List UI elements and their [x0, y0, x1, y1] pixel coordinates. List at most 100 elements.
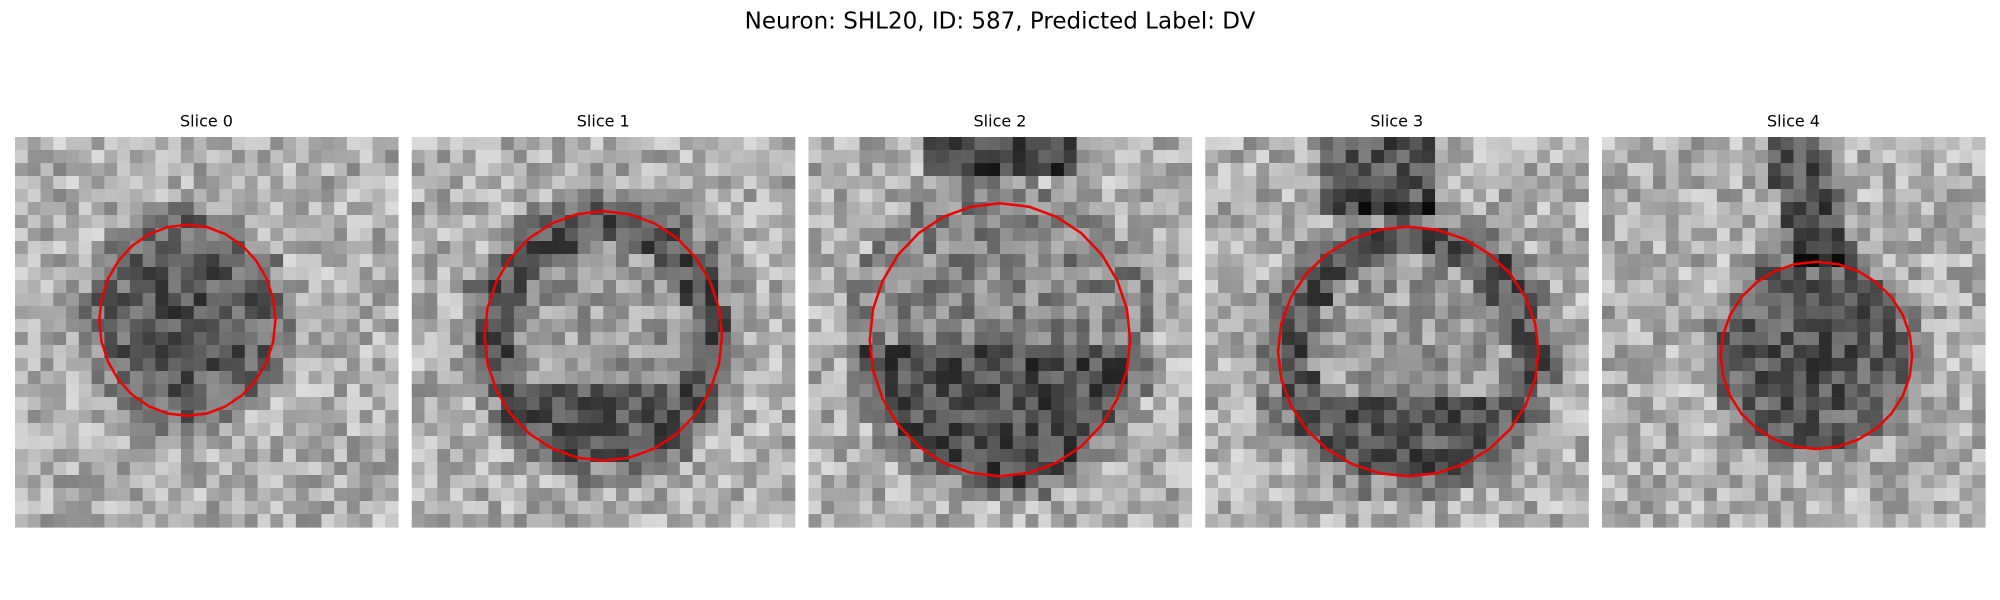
image-pixel	[1678, 163, 1692, 177]
image-pixel	[974, 241, 988, 255]
image-pixel	[1511, 358, 1526, 372]
image-pixel	[1422, 202, 1436, 216]
image-pixel	[1486, 319, 1500, 333]
image-pixel	[1178, 397, 1193, 411]
image-pixel	[1089, 501, 1103, 515]
image-pixel	[1780, 488, 1795, 502]
image-pixel	[1320, 306, 1334, 320]
image-pixel	[462, 371, 477, 385]
image-pixel	[1358, 514, 1372, 528]
image-pixel	[1345, 423, 1360, 437]
image-pixel	[346, 228, 361, 242]
image-pixel	[1549, 293, 1564, 307]
image-pixel	[1063, 423, 1078, 437]
image-pixel	[27, 254, 42, 268]
image-pixel	[411, 163, 426, 177]
image-pixel	[1653, 345, 1667, 359]
image-pixel	[1870, 319, 1884, 333]
image-pixel	[1281, 449, 1296, 463]
image-pixel	[1165, 189, 1180, 203]
image-pixel	[244, 306, 259, 320]
image-pixel	[411, 228, 426, 242]
image-pixel	[372, 176, 386, 190]
image-pixel	[1051, 306, 1065, 320]
image-pixel	[616, 254, 630, 268]
image-pixel	[885, 241, 899, 255]
image-pixel	[603, 150, 617, 164]
image-pixel	[1946, 410, 1961, 424]
image-pixel	[475, 371, 489, 385]
image-pixel	[718, 475, 732, 489]
image-pixel	[372, 319, 386, 333]
image-pixel	[987, 137, 1001, 151]
image-pixel	[257, 501, 271, 515]
image-pixel	[1243, 267, 1257, 281]
image-pixel	[1498, 306, 1513, 320]
image-pixel	[295, 137, 310, 151]
image-pixel	[743, 397, 758, 411]
image-pixel	[1959, 241, 1973, 255]
image-pixel	[1895, 163, 1909, 177]
image-pixel	[1857, 397, 1871, 411]
image-pixel	[450, 202, 464, 216]
image-pixel	[1243, 436, 1257, 450]
image-pixel	[577, 397, 592, 411]
image-pixel	[974, 293, 988, 307]
image-pixel	[1178, 514, 1193, 528]
image-pixel	[1627, 514, 1641, 528]
image-pixel	[1946, 189, 1961, 203]
image-pixel	[1460, 176, 1474, 190]
image-pixel	[1678, 488, 1692, 502]
image-pixel	[846, 371, 861, 385]
image-pixel	[936, 410, 950, 424]
image-pixel	[743, 410, 758, 424]
image-pixel	[1025, 488, 1039, 502]
image-pixel	[206, 293, 220, 307]
image-pixel	[53, 293, 67, 307]
image-pixel	[1089, 449, 1103, 463]
image-pixel	[40, 241, 54, 255]
image-pixel	[513, 410, 528, 424]
image-pixel	[1780, 371, 1795, 385]
image-pixel	[1230, 384, 1245, 398]
contour	[98, 223, 277, 418]
image-pixel	[91, 254, 105, 268]
image-pixel	[129, 514, 144, 528]
image-pixel	[1000, 189, 1014, 203]
image-pixel	[193, 371, 208, 385]
image-pixel	[756, 280, 770, 294]
image-pixel	[270, 189, 284, 203]
image-pixel	[1332, 501, 1347, 515]
image-pixel	[1767, 137, 1782, 151]
image-pixel	[1946, 228, 1961, 242]
image-pixel	[1614, 306, 1629, 320]
image-pixel	[283, 319, 297, 333]
image-pixel	[1793, 137, 1807, 151]
image-pixel	[1742, 189, 1756, 203]
panel-title: Slice 4	[1767, 112, 1820, 131]
image-pixel	[1140, 436, 1154, 450]
image-pixel	[155, 436, 169, 450]
image-pixel	[769, 423, 783, 437]
image-pixel	[346, 488, 361, 502]
image-pixel	[1486, 254, 1500, 268]
image-pixel	[1537, 345, 1551, 359]
image-pixel	[730, 241, 745, 255]
image-pixel	[1498, 436, 1513, 450]
image-pixel	[974, 345, 988, 359]
image-pixel	[1729, 202, 1744, 216]
image-pixel	[1716, 215, 1731, 229]
image-pixel	[859, 202, 873, 216]
image-pixel	[1243, 332, 1257, 346]
image-pixel	[1742, 202, 1756, 216]
image-pixel	[1972, 228, 1986, 242]
image-pixel	[53, 215, 67, 229]
image-pixel	[1729, 358, 1744, 372]
image-pixel	[1933, 202, 1948, 216]
image-pixel	[1882, 488, 1897, 502]
image-pixel	[372, 189, 386, 203]
image-pixel	[1575, 267, 1589, 281]
image-pixel	[1358, 319, 1372, 333]
image-pixel	[155, 332, 169, 346]
image-pixel	[923, 189, 937, 203]
